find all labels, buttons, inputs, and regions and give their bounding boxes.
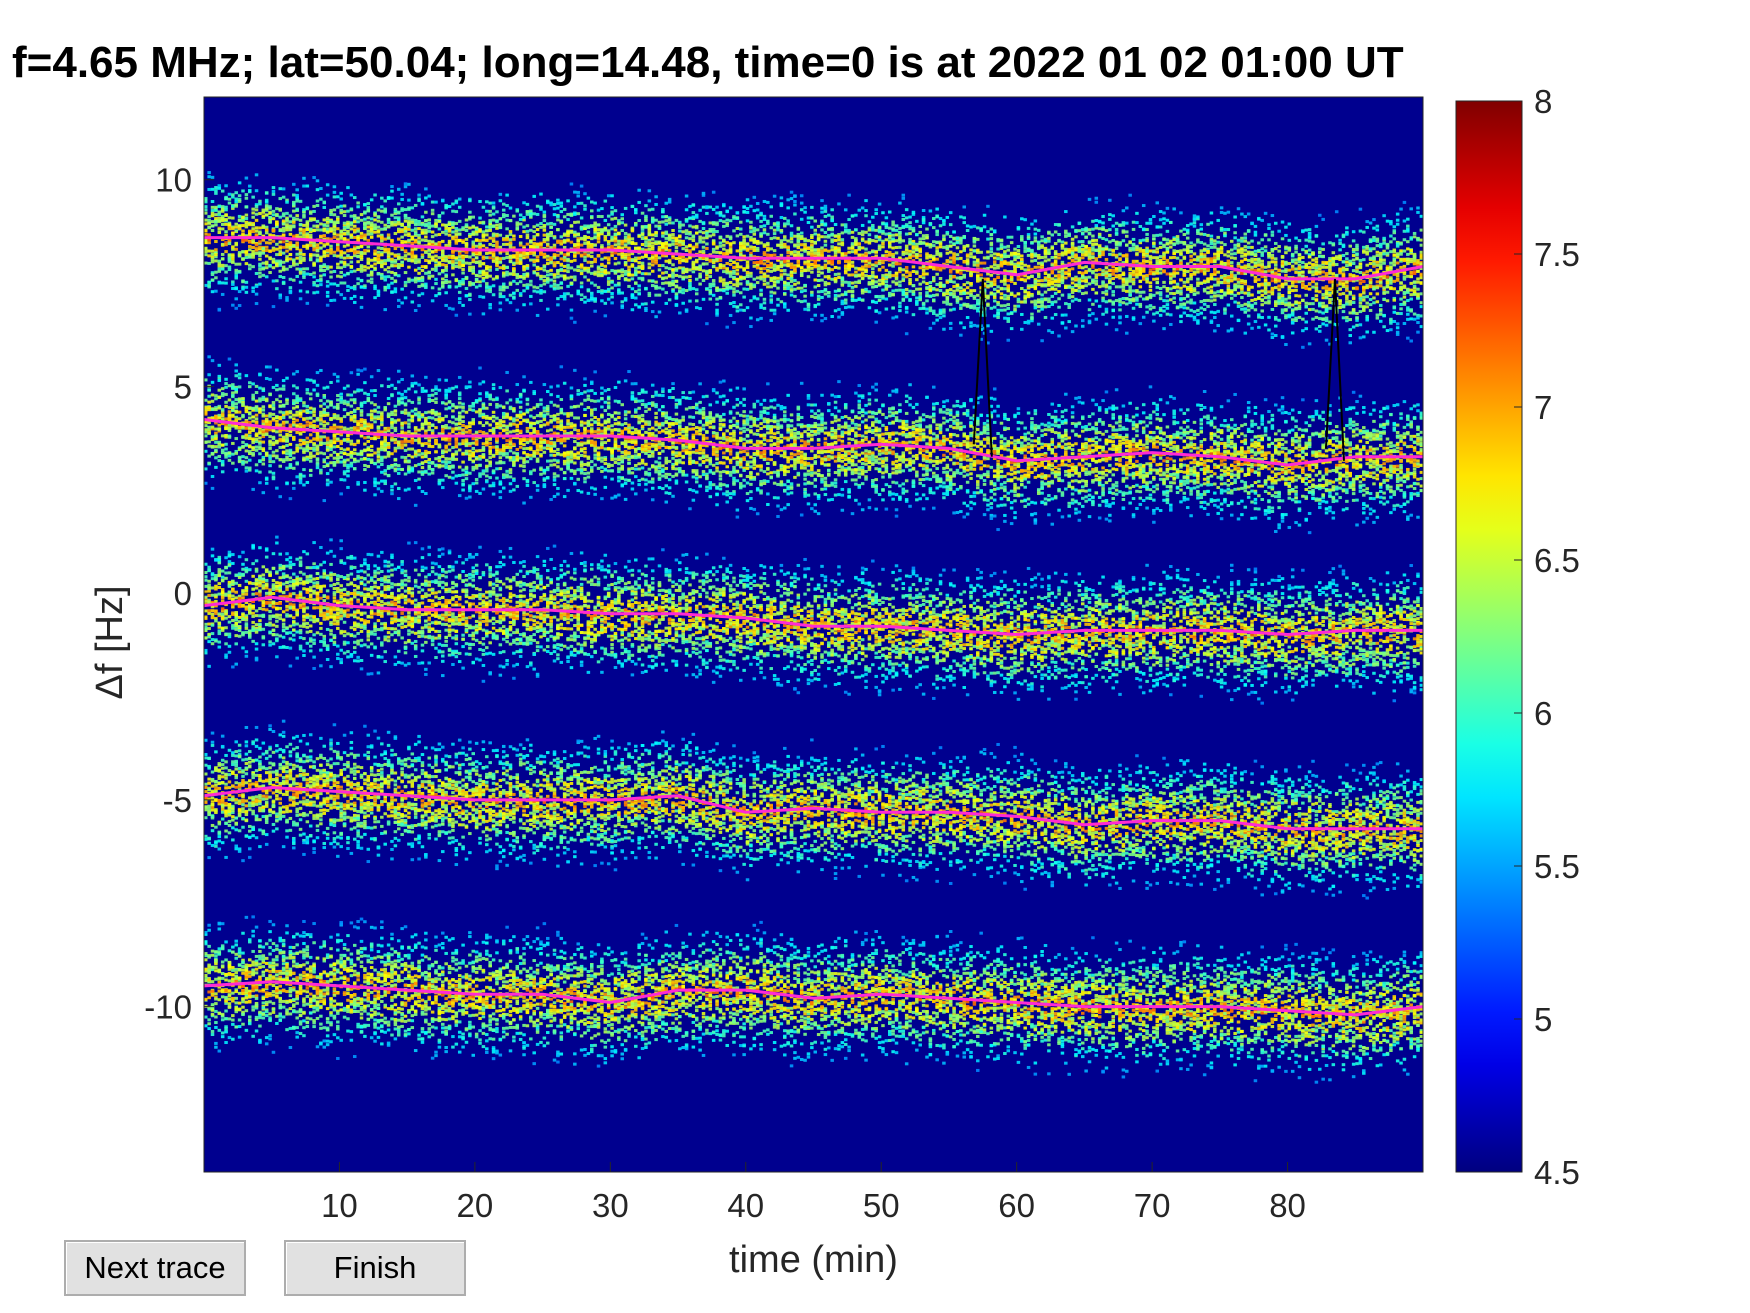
x-tick-label: 20 [457, 1187, 494, 1224]
colorbar [1456, 101, 1522, 1172]
x-tick-label: 80 [1269, 1187, 1306, 1224]
colorbar-tick-label: 6.5 [1534, 542, 1580, 579]
next-trace-button[interactable]: Next trace [64, 1240, 246, 1296]
x-tick-label: 60 [998, 1187, 1035, 1224]
finish-button[interactable]: Finish [284, 1240, 466, 1296]
y-tick-label: 5 [174, 368, 192, 405]
colorbar-tick-label: 7 [1534, 389, 1552, 426]
colorbar-tick-label: 7.5 [1534, 236, 1580, 273]
x-tick-label: 70 [1134, 1187, 1171, 1224]
x-tick-label: 10 [321, 1187, 358, 1224]
colorbar-tick-label: 4.5 [1534, 1154, 1580, 1191]
y-tick-label: 10 [155, 162, 192, 199]
y-tick-label: -5 [163, 782, 192, 819]
colorbar-tick-label: 6 [1534, 695, 1552, 732]
x-tick-label: 50 [863, 1187, 900, 1224]
y-tick-label: -10 [144, 989, 192, 1026]
y-axis-label: Δf [Hz] [89, 585, 131, 699]
y-tick-label: 0 [174, 575, 192, 612]
x-tick-label: 40 [727, 1187, 764, 1224]
colorbar-tick-label: 8 [1534, 83, 1552, 120]
x-tick-label: 30 [592, 1187, 629, 1224]
colorbar-tick-label: 5 [1534, 1001, 1552, 1038]
colorbar-tick-label: 5.5 [1534, 848, 1580, 885]
x-axis-label: time (min) [729, 1239, 898, 1281]
